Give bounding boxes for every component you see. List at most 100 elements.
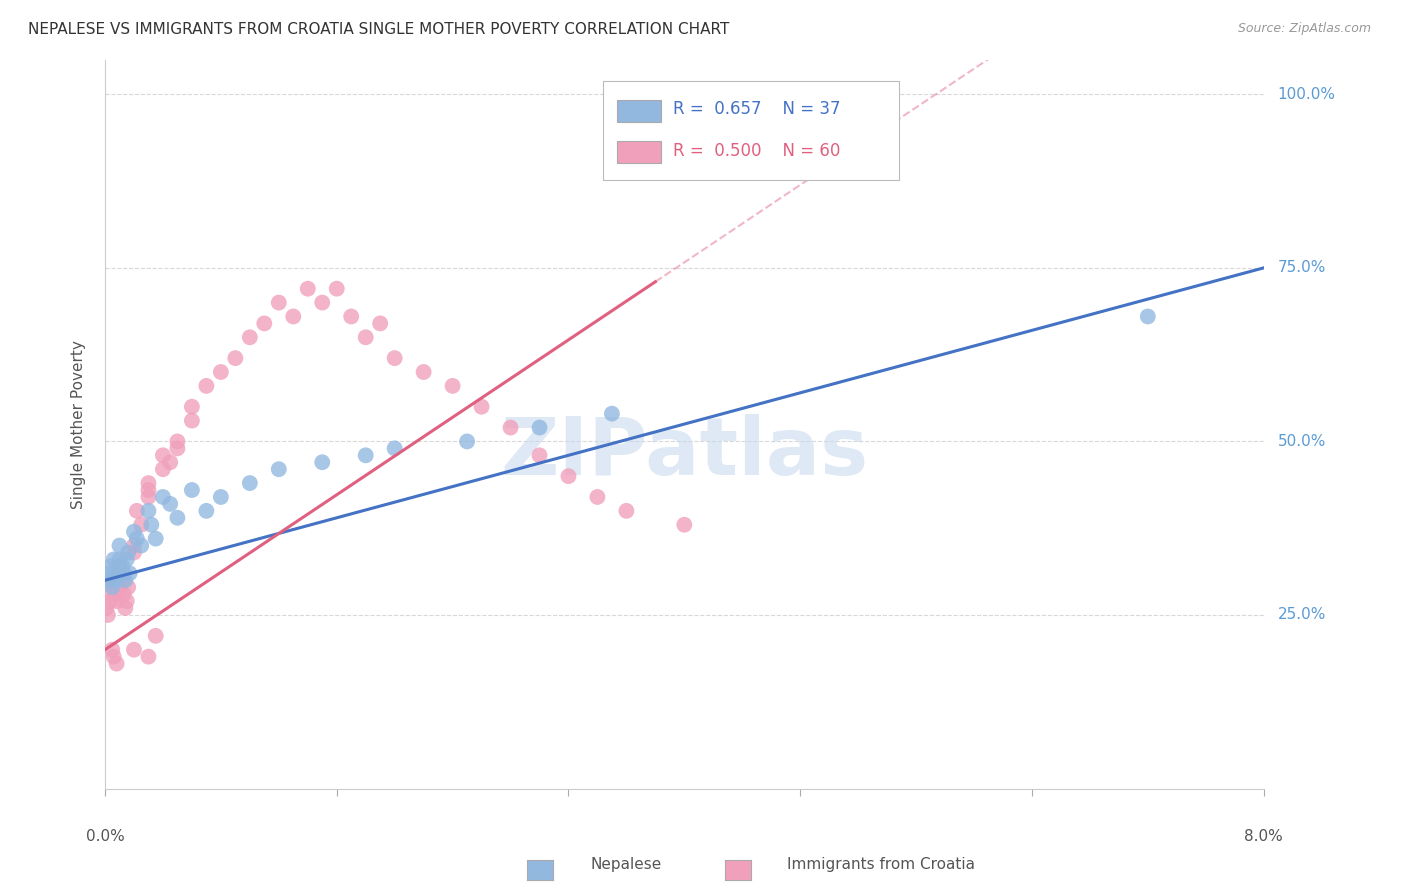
- Text: 25.0%: 25.0%: [1278, 607, 1326, 623]
- Point: [138, 504, 160, 518]
- Point: [98, 587, 121, 601]
- Point: [105, 657, 128, 671]
- FancyBboxPatch shape: [617, 141, 661, 163]
- Point: [117, 580, 139, 594]
- Point: [129, 539, 152, 553]
- Point: [98, 574, 121, 588]
- Point: [239, 476, 262, 491]
- Point: [368, 317, 391, 331]
- Point: [600, 407, 623, 421]
- Point: [115, 594, 138, 608]
- Point: [471, 400, 494, 414]
- Point: [586, 490, 609, 504]
- Text: Nepalese: Nepalese: [591, 857, 662, 872]
- Point: [456, 434, 478, 449]
- Point: [267, 295, 290, 310]
- Point: [616, 504, 638, 518]
- Point: [145, 532, 167, 546]
- Point: [97, 607, 120, 622]
- Point: [1136, 310, 1159, 324]
- Point: [253, 317, 276, 331]
- Point: [441, 379, 464, 393]
- Point: [114, 574, 136, 588]
- Point: [166, 442, 188, 456]
- Point: [209, 365, 232, 379]
- Point: [122, 545, 145, 559]
- Point: [108, 566, 131, 581]
- Point: [529, 448, 551, 462]
- Text: ZIPatlas: ZIPatlas: [501, 414, 869, 492]
- Point: [96, 601, 118, 615]
- Point: [108, 539, 131, 553]
- Point: [138, 483, 160, 497]
- Point: [209, 490, 232, 504]
- Point: [311, 455, 333, 469]
- Point: [122, 524, 145, 539]
- Point: [159, 497, 181, 511]
- Point: [107, 559, 129, 574]
- Point: [138, 476, 160, 491]
- Point: [118, 566, 141, 581]
- Point: [101, 574, 124, 588]
- Point: [180, 400, 202, 414]
- Point: [103, 649, 125, 664]
- Point: [152, 448, 174, 462]
- Point: [195, 379, 218, 393]
- Point: [159, 455, 181, 469]
- Point: [108, 580, 131, 594]
- Point: [105, 574, 128, 588]
- Text: 8.0%: 8.0%: [1244, 829, 1284, 844]
- Point: [104, 566, 127, 581]
- Point: [103, 552, 125, 566]
- Point: [103, 580, 125, 594]
- Point: [180, 414, 202, 428]
- Point: [101, 580, 124, 594]
- Point: [112, 566, 135, 581]
- Point: [145, 629, 167, 643]
- Point: [100, 559, 122, 574]
- Text: NEPALESE VS IMMIGRANTS FROM CROATIA SINGLE MOTHER POVERTY CORRELATION CHART: NEPALESE VS IMMIGRANTS FROM CROATIA SING…: [28, 22, 730, 37]
- Point: [138, 649, 160, 664]
- Point: [166, 510, 188, 524]
- Point: [125, 532, 148, 546]
- Point: [125, 504, 148, 518]
- FancyBboxPatch shape: [603, 81, 898, 180]
- Point: [107, 574, 129, 588]
- Point: [138, 490, 160, 504]
- Point: [224, 351, 246, 365]
- Point: [114, 601, 136, 615]
- Point: [297, 282, 319, 296]
- Point: [180, 483, 202, 497]
- Text: 100.0%: 100.0%: [1278, 87, 1336, 102]
- Point: [141, 517, 163, 532]
- Point: [122, 539, 145, 553]
- Point: [354, 448, 377, 462]
- Text: R =  0.500    N = 60: R = 0.500 N = 60: [672, 142, 841, 160]
- Point: [195, 504, 218, 518]
- Point: [105, 594, 128, 608]
- Point: [340, 310, 363, 324]
- Point: [267, 462, 290, 476]
- Text: Source: ZipAtlas.com: Source: ZipAtlas.com: [1237, 22, 1371, 36]
- Y-axis label: Single Mother Poverty: Single Mother Poverty: [72, 340, 86, 508]
- Point: [239, 330, 262, 344]
- Point: [166, 434, 188, 449]
- Point: [325, 282, 347, 296]
- Point: [384, 351, 406, 365]
- Point: [108, 552, 131, 566]
- Point: [152, 490, 174, 504]
- Point: [115, 552, 138, 566]
- Point: [412, 365, 434, 379]
- Text: Immigrants from Croatia: Immigrants from Croatia: [787, 857, 976, 872]
- Point: [111, 574, 134, 588]
- Text: 50.0%: 50.0%: [1278, 434, 1326, 449]
- Point: [283, 310, 305, 324]
- Point: [100, 594, 122, 608]
- FancyBboxPatch shape: [617, 100, 661, 121]
- Point: [152, 462, 174, 476]
- Point: [101, 642, 124, 657]
- Point: [529, 420, 551, 434]
- Point: [673, 517, 696, 532]
- Text: 0.0%: 0.0%: [86, 829, 124, 844]
- Point: [104, 587, 127, 601]
